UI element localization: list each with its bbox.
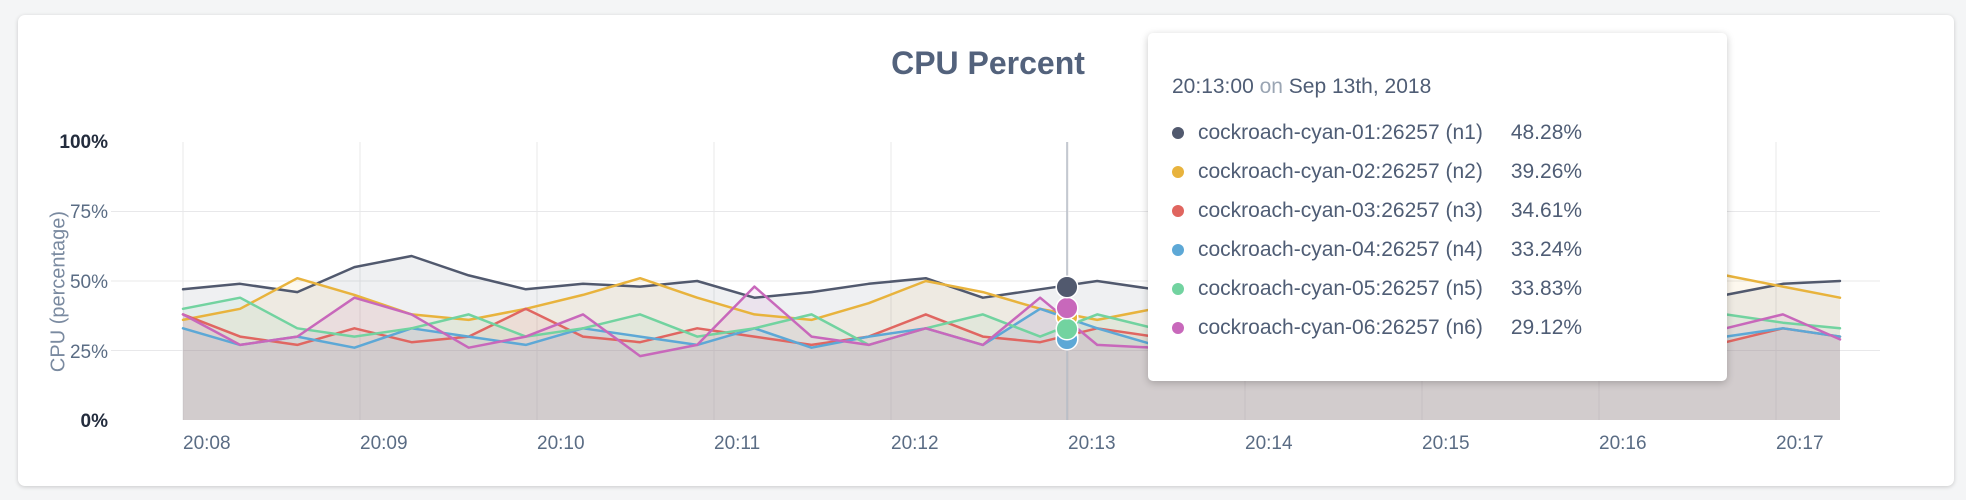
svg-text:20:16: 20:16	[1599, 433, 1647, 454]
svg-text:20:08: 20:08	[183, 433, 231, 454]
svg-text:20:14: 20:14	[1245, 433, 1293, 454]
svg-text:75%: 75%	[70, 202, 108, 223]
svg-text:25%: 25%	[70, 342, 108, 363]
svg-text:20:15: 20:15	[1422, 433, 1470, 454]
svg-text:20:09: 20:09	[360, 433, 408, 454]
svg-text:20:13: 20:13	[1068, 433, 1116, 454]
svg-text:20:11: 20:11	[714, 433, 760, 454]
svg-text:0%: 0%	[81, 411, 109, 432]
svg-text:100%: 100%	[59, 132, 108, 153]
svg-text:20:12: 20:12	[891, 433, 939, 454]
svg-text:50%: 50%	[70, 272, 108, 293]
svg-text:20:10: 20:10	[537, 433, 585, 454]
svg-text:20:17: 20:17	[1776, 433, 1824, 454]
